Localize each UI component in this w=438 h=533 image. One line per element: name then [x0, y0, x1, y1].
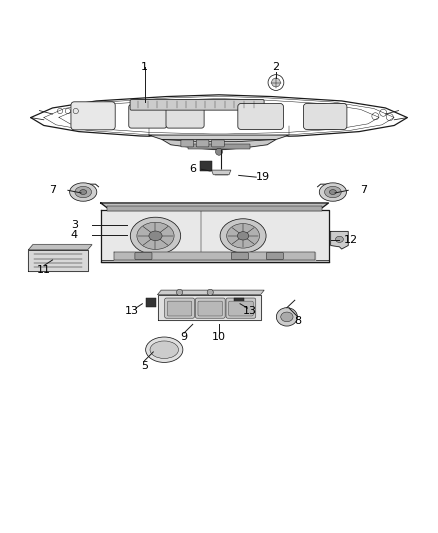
Text: 7: 7: [360, 185, 367, 195]
FancyBboxPatch shape: [129, 104, 167, 128]
Text: 9: 9: [180, 333, 187, 343]
FancyBboxPatch shape: [188, 144, 250, 149]
Text: 1: 1: [141, 62, 148, 72]
FancyBboxPatch shape: [135, 253, 152, 260]
Text: 7: 7: [49, 185, 56, 195]
Text: 12: 12: [343, 235, 357, 245]
FancyBboxPatch shape: [167, 301, 192, 316]
FancyBboxPatch shape: [234, 298, 244, 307]
Text: 13: 13: [243, 306, 257, 316]
FancyBboxPatch shape: [166, 104, 204, 128]
Ellipse shape: [319, 183, 346, 201]
Ellipse shape: [325, 187, 341, 198]
FancyBboxPatch shape: [107, 206, 322, 211]
Ellipse shape: [75, 187, 92, 198]
Ellipse shape: [150, 341, 179, 359]
FancyBboxPatch shape: [71, 102, 115, 130]
Polygon shape: [331, 231, 348, 249]
FancyBboxPatch shape: [229, 301, 253, 316]
Ellipse shape: [220, 219, 266, 253]
Polygon shape: [114, 253, 315, 260]
Polygon shape: [101, 203, 328, 209]
FancyBboxPatch shape: [146, 298, 156, 307]
Polygon shape: [162, 140, 276, 150]
Text: 5: 5: [141, 361, 148, 372]
Circle shape: [177, 289, 183, 295]
Text: 10: 10: [212, 333, 226, 343]
Text: 8: 8: [294, 316, 301, 326]
FancyBboxPatch shape: [198, 301, 223, 316]
Ellipse shape: [130, 217, 180, 254]
Circle shape: [215, 148, 223, 155]
Text: 6: 6: [189, 164, 196, 174]
Polygon shape: [101, 209, 328, 262]
Ellipse shape: [70, 183, 97, 201]
FancyBboxPatch shape: [212, 140, 224, 147]
Circle shape: [272, 78, 280, 87]
FancyBboxPatch shape: [226, 298, 256, 318]
Ellipse shape: [276, 308, 297, 326]
Ellipse shape: [149, 231, 162, 241]
FancyBboxPatch shape: [181, 140, 194, 147]
Text: 4: 4: [71, 230, 78, 239]
Ellipse shape: [281, 312, 293, 322]
Text: 2: 2: [272, 62, 279, 72]
FancyBboxPatch shape: [238, 103, 283, 130]
FancyBboxPatch shape: [165, 298, 194, 318]
Polygon shape: [28, 250, 88, 271]
FancyBboxPatch shape: [200, 161, 212, 171]
Circle shape: [207, 289, 213, 295]
Polygon shape: [149, 135, 289, 142]
Ellipse shape: [329, 190, 336, 195]
FancyBboxPatch shape: [195, 298, 225, 318]
Text: 3: 3: [71, 220, 78, 230]
FancyBboxPatch shape: [196, 140, 209, 147]
Polygon shape: [158, 290, 264, 295]
Polygon shape: [158, 295, 261, 320]
Text: 11: 11: [37, 265, 51, 275]
Ellipse shape: [145, 337, 183, 362]
Ellipse shape: [336, 236, 343, 243]
FancyBboxPatch shape: [304, 103, 347, 130]
Polygon shape: [212, 170, 231, 174]
Ellipse shape: [80, 190, 87, 195]
FancyBboxPatch shape: [231, 253, 248, 260]
Ellipse shape: [137, 222, 174, 249]
Ellipse shape: [237, 232, 249, 240]
Polygon shape: [28, 245, 92, 250]
Text: 19: 19: [256, 172, 270, 182]
Text: 13: 13: [124, 306, 138, 316]
FancyBboxPatch shape: [130, 100, 264, 110]
FancyBboxPatch shape: [266, 253, 283, 260]
Ellipse shape: [227, 223, 259, 248]
